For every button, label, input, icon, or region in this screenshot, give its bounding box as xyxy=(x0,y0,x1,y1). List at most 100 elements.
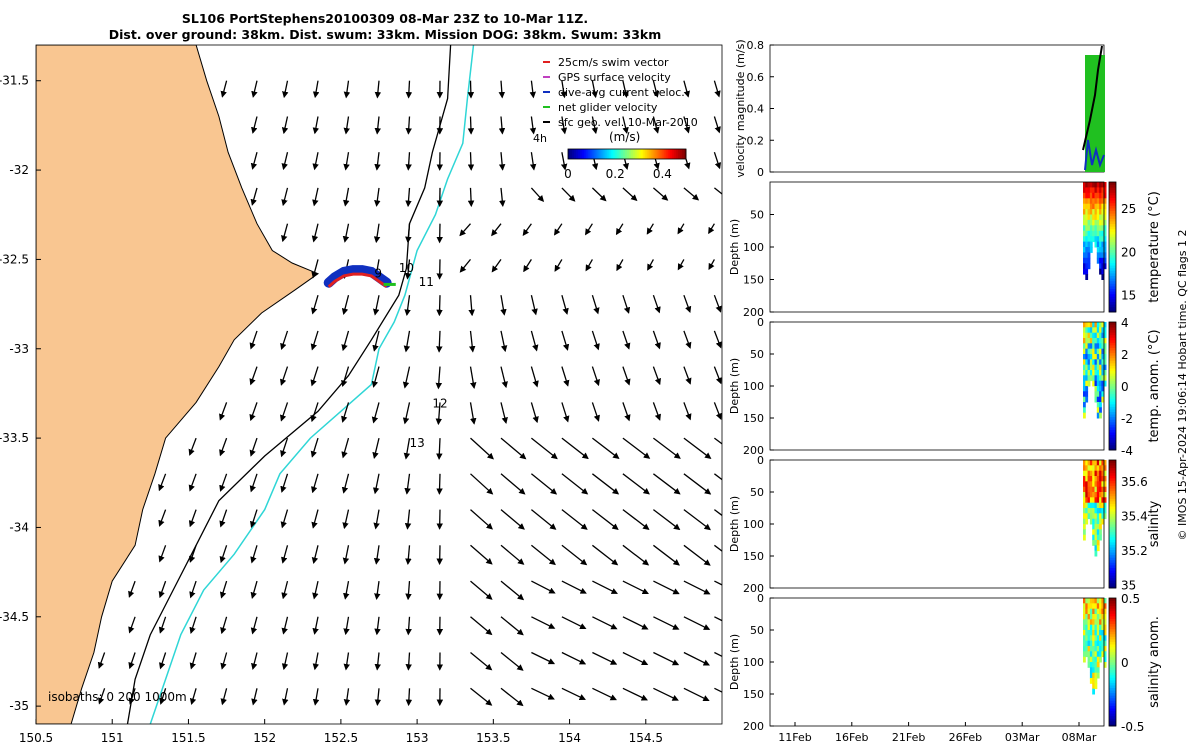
section-cell xyxy=(1096,375,1100,382)
section-cell xyxy=(1094,219,1098,226)
section-cell xyxy=(1094,332,1098,339)
section-colorbar-cell xyxy=(1109,472,1116,476)
section-cell xyxy=(1094,662,1098,668)
velocity-vector xyxy=(467,116,475,135)
section-cell xyxy=(1085,651,1089,658)
section-colorbar-cell xyxy=(1109,723,1116,727)
section-cell xyxy=(1087,187,1091,194)
section-colorbar-cell xyxy=(1109,577,1116,581)
section-cell xyxy=(1089,598,1093,604)
velocity-vector xyxy=(402,402,411,425)
velocity-vector xyxy=(531,687,555,700)
colorbar-cell xyxy=(652,149,655,159)
section-cell xyxy=(1103,236,1107,243)
section-cell xyxy=(1099,343,1102,350)
section-colorbar-cell xyxy=(1109,539,1116,543)
section-cell xyxy=(1103,214,1107,221)
section-colorbar-cell xyxy=(1109,552,1116,556)
section-cell xyxy=(1083,502,1086,509)
title-line-2: Dist. over ground: 38km. Dist. swum: 33k… xyxy=(108,27,662,42)
velocity-vector xyxy=(251,116,258,134)
section-cell xyxy=(1089,214,1093,221)
velocity-vector xyxy=(500,580,525,601)
section-cell xyxy=(1085,624,1089,631)
velocity-vector xyxy=(251,688,258,706)
section-colorbar-cell xyxy=(1109,322,1116,325)
section-cell xyxy=(1087,354,1091,360)
section-colorbar-cell xyxy=(1109,213,1116,217)
section-cell xyxy=(1094,678,1098,684)
section-cell xyxy=(1101,209,1105,215)
section-cell xyxy=(1085,486,1089,493)
section-cell xyxy=(1096,534,1100,541)
section-colorbar-cell xyxy=(1109,288,1116,292)
section-cell xyxy=(1085,465,1089,472)
section-cell xyxy=(1083,608,1086,615)
section-cell xyxy=(1092,460,1095,466)
section-colorbar-cell xyxy=(1109,488,1116,492)
section-cell xyxy=(1085,635,1089,642)
section-cell xyxy=(1094,534,1098,541)
section-colorbar-cell xyxy=(1109,327,1116,331)
velocity-vector xyxy=(714,651,722,658)
section-cell xyxy=(1099,338,1102,344)
velocity-vector xyxy=(561,366,570,387)
section-cell xyxy=(1092,370,1095,376)
section-cell xyxy=(1089,518,1093,525)
section-cell xyxy=(1096,219,1100,226)
section-cell xyxy=(1083,481,1086,488)
dive-velocity-line xyxy=(1084,139,1105,171)
velocity-vector xyxy=(622,651,649,666)
depth-tick-label: 100 xyxy=(743,656,764,669)
section-colorbar-cell xyxy=(1109,720,1116,724)
section-cell xyxy=(1085,396,1089,403)
section-cell xyxy=(1096,241,1100,248)
section-cell xyxy=(1101,608,1105,615)
section-cell xyxy=(1096,257,1100,264)
section-cell xyxy=(1087,651,1091,658)
section-colorbar-cell xyxy=(1109,365,1116,369)
velocity-vector xyxy=(652,80,660,98)
section-cell xyxy=(1096,640,1100,647)
gps-velocity-line xyxy=(1082,45,1103,151)
section-colorbar-cell xyxy=(1109,477,1116,481)
section-cell xyxy=(1083,630,1086,636)
velocity-vector xyxy=(249,366,258,386)
section-colorbar-cell xyxy=(1109,718,1116,722)
colorbar-cell xyxy=(670,149,673,159)
depth-ylabel: Depth (m) xyxy=(728,219,741,275)
section-cell xyxy=(1087,252,1091,259)
velocity-vector xyxy=(591,295,600,315)
section-cell xyxy=(1094,614,1098,620)
colorbar-cell xyxy=(605,149,608,159)
velocity-vector xyxy=(500,295,507,316)
velocity-vector xyxy=(280,509,289,529)
section-colorbar-cell xyxy=(1109,210,1116,214)
section-cell xyxy=(1103,513,1107,520)
velocity-vector xyxy=(683,80,690,98)
section-colorbar-cell xyxy=(1109,304,1116,308)
section-cell xyxy=(1099,380,1102,387)
section-cell xyxy=(1087,343,1091,350)
section-cell xyxy=(1089,332,1093,339)
section-cell xyxy=(1087,359,1091,366)
velocity-vector xyxy=(622,402,631,422)
time-tick-label: 26Feb xyxy=(949,731,982,744)
section-cell xyxy=(1092,481,1095,488)
section-colorbar-cell xyxy=(1109,480,1116,484)
velocity-vector xyxy=(219,402,228,421)
section-colorbar-cell xyxy=(1109,432,1116,436)
section-cell xyxy=(1099,412,1102,419)
velocity-vector xyxy=(500,330,508,353)
section-cell xyxy=(1085,348,1089,355)
section-cell xyxy=(1099,263,1102,270)
section-cell xyxy=(1085,380,1089,387)
velocity-vector xyxy=(530,330,539,352)
section-colorbar-cell xyxy=(1109,605,1116,609)
velocity-vector xyxy=(343,688,351,706)
section-cell xyxy=(1083,460,1086,466)
velocity-vector xyxy=(435,366,443,390)
section-colorbar-cell xyxy=(1109,439,1116,443)
velocity-vector xyxy=(592,687,617,701)
velocity-vector xyxy=(470,437,494,460)
